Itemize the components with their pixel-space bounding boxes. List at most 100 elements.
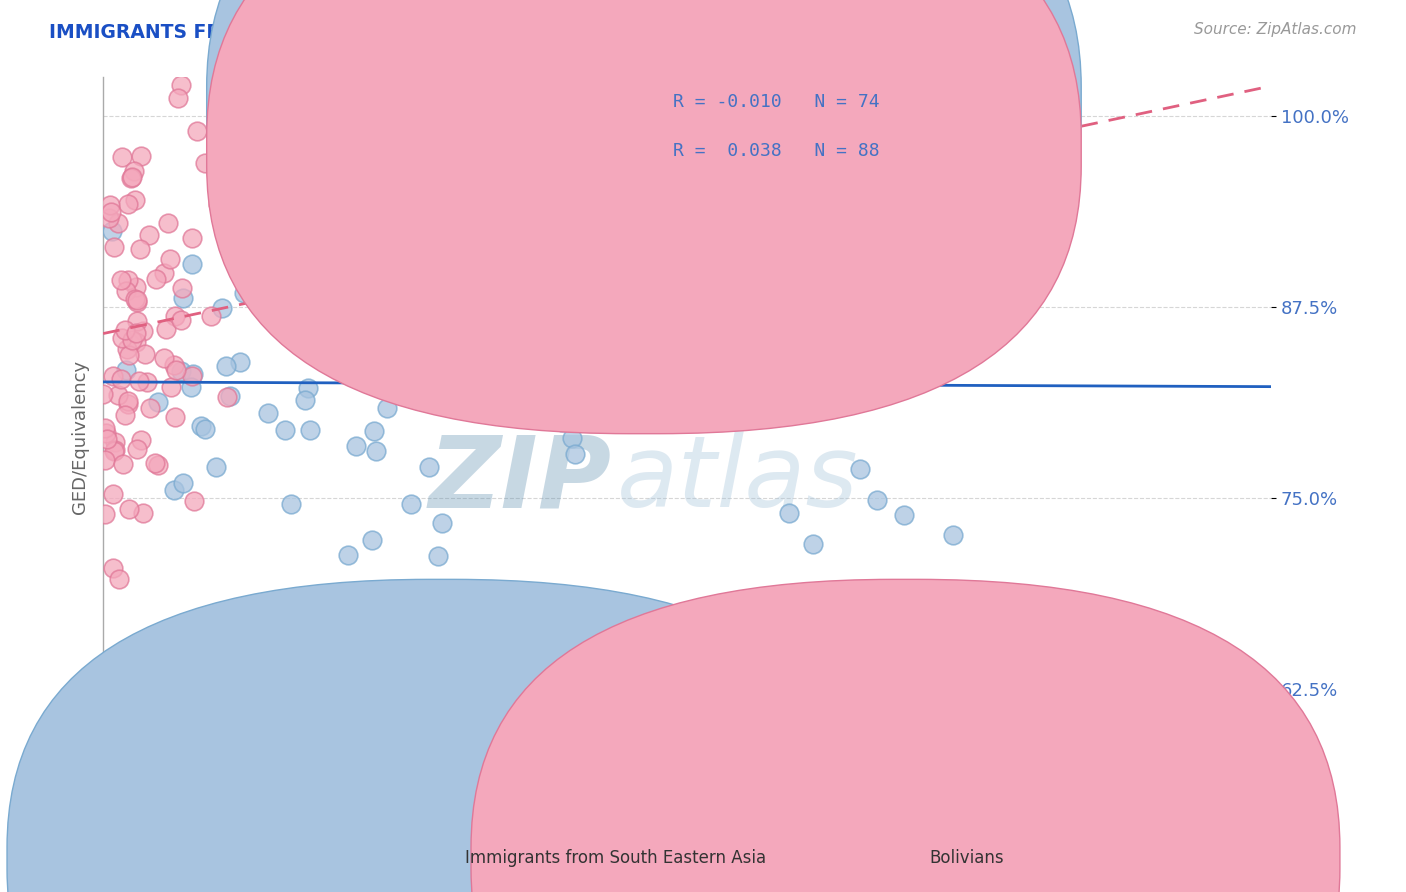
Point [114, 408, 136, 422]
Point [91, 387, 114, 401]
Point [93, 507, 115, 521]
Point [297, 381, 319, 395]
Point [297, 338, 319, 352]
Point [181, 257, 204, 271]
Point [873, 385, 896, 400]
Point [96, 426, 118, 441]
Point [160, 380, 183, 394]
Point [163, 358, 186, 372]
Point [96, 432, 118, 446]
Y-axis label: GED/Equivalency: GED/Equivalency [72, 359, 89, 514]
Point [98, 198, 121, 212]
Point [942, 528, 965, 542]
Point [165, 410, 187, 425]
Point [503, 294, 526, 309]
Text: ZIP: ZIP [429, 431, 612, 528]
Point [236, 96, 259, 111]
Point [134, 347, 156, 361]
Point [172, 476, 194, 491]
Point [165, 362, 187, 376]
Text: atlas: atlas [617, 431, 859, 528]
Point [124, 292, 146, 306]
Point [117, 394, 139, 409]
Point [98, 211, 121, 226]
Point [548, 288, 571, 302]
Point [112, 458, 135, 472]
Point [180, 368, 202, 383]
Point [101, 224, 124, 238]
Point [125, 295, 148, 310]
Point [792, 331, 814, 345]
Point [111, 150, 134, 164]
Point [347, 343, 370, 358]
Point [280, 496, 302, 510]
Point [132, 324, 155, 338]
Point [401, 496, 423, 510]
Point [551, 415, 574, 429]
Point [194, 155, 217, 169]
Point [131, 149, 153, 163]
Point [337, 549, 360, 563]
Point [378, 331, 401, 345]
Point [294, 393, 316, 408]
Point [561, 431, 583, 445]
Point [125, 314, 148, 328]
Point [111, 331, 134, 345]
Text: Source: ZipAtlas.com: Source: ZipAtlas.com [1194, 22, 1357, 37]
Point [172, 291, 194, 305]
Point [242, 98, 264, 112]
Point [200, 309, 222, 323]
Point [274, 281, 297, 295]
Point [163, 483, 186, 497]
Point [146, 458, 169, 472]
Point [866, 492, 889, 507]
Point [170, 78, 193, 92]
Point [125, 326, 148, 340]
Point [205, 459, 228, 474]
Point [370, 227, 392, 242]
Point [117, 397, 139, 411]
Point [426, 549, 449, 563]
Point [502, 366, 524, 380]
Point [211, 301, 233, 315]
Point [148, 395, 170, 409]
Point [685, 305, 707, 319]
Point [769, 386, 792, 401]
Point [298, 423, 321, 437]
Point [131, 507, 153, 521]
Point [165, 309, 187, 323]
Point [212, 203, 235, 218]
Point [152, 266, 174, 280]
Point [114, 284, 136, 298]
Point [101, 561, 124, 575]
Text: IMMIGRANTS FROM SOUTH EASTERN ASIA VS BOLIVIAN GED/EQUIVALENCY CORRELATION CHART: IMMIGRANTS FROM SOUTH EASTERN ASIA VS BO… [49, 22, 1071, 41]
Point [103, 240, 125, 254]
Point [432, 516, 454, 531]
Point [155, 322, 177, 336]
Point [159, 252, 181, 266]
Point [350, 233, 373, 247]
Point [274, 423, 297, 437]
Point [118, 502, 141, 516]
Point [129, 433, 152, 447]
Point [879, 359, 901, 374]
Point [124, 193, 146, 207]
Point [139, 401, 162, 416]
Point [101, 486, 124, 500]
Point [104, 434, 127, 449]
Point [107, 388, 129, 402]
Point [170, 364, 193, 378]
Point [217, 390, 239, 404]
Point [893, 508, 915, 522]
Point [153, 351, 176, 365]
Point [127, 442, 149, 456]
Point [107, 216, 129, 230]
Text: Bolivians: Bolivians [929, 849, 1004, 867]
Point [233, 286, 256, 301]
Point [450, 317, 472, 331]
Point [801, 537, 824, 551]
Point [224, 169, 246, 184]
Point [529, 383, 551, 397]
Point [129, 242, 152, 256]
Point [117, 348, 139, 362]
